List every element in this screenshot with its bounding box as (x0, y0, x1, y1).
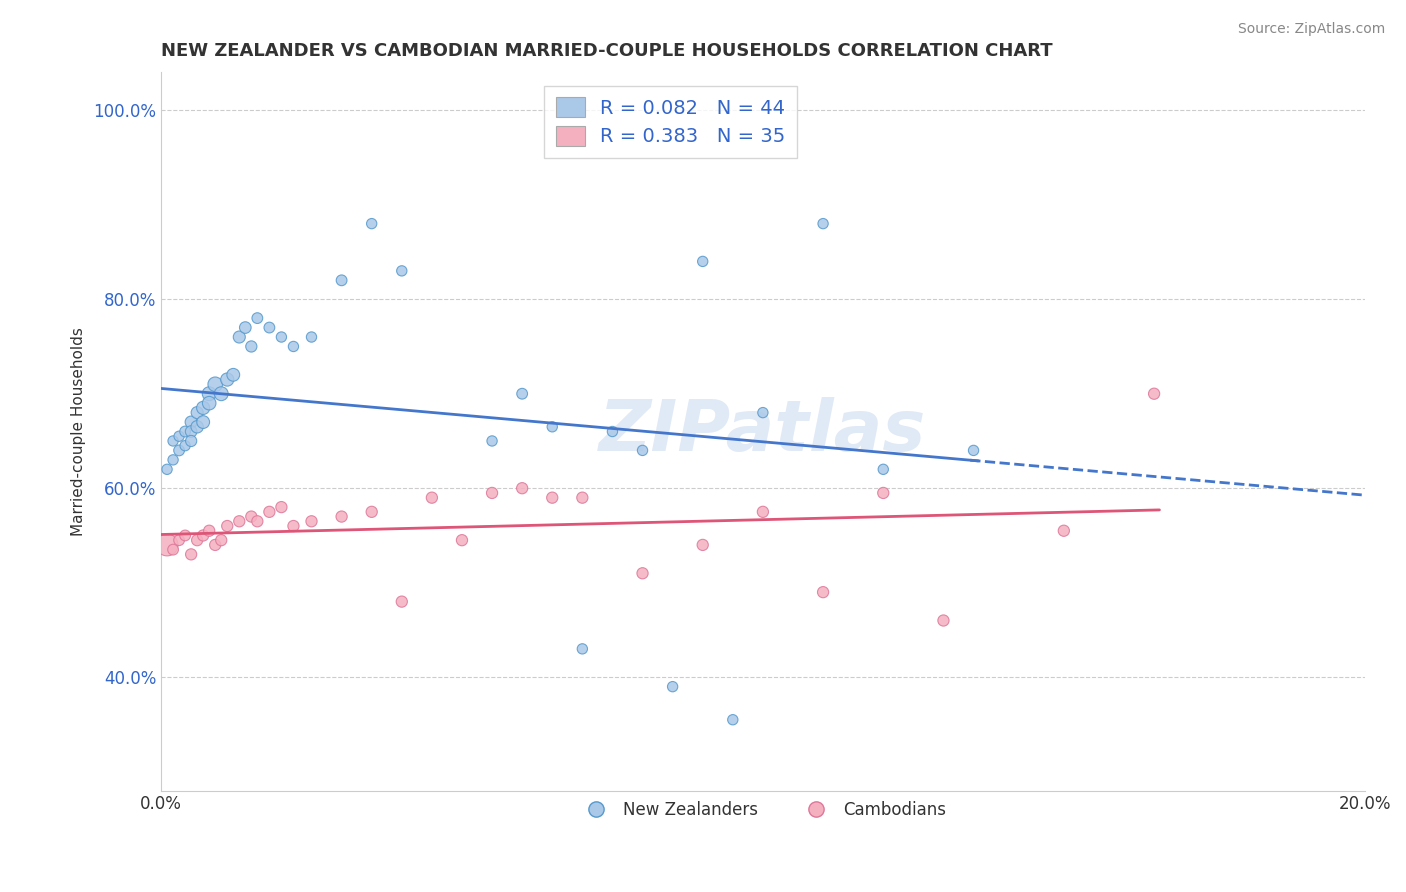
Point (541, 419, 564, 434)
Text: NEW ZEALANDER VS CAMBODIAN MARRIED-COUPLE HOUSEHOLDS CORRELATION CHART: NEW ZEALANDER VS CAMBODIAN MARRIED-COUPL… (162, 42, 1053, 60)
Point (180, 425, 202, 439)
Point (180, 434, 202, 448)
Point (752, 406, 775, 420)
Point (162, 542, 184, 557)
Point (156, 462, 179, 476)
Legend: New Zealanders, Cambodians: New Zealanders, Cambodians (574, 794, 953, 825)
Point (721, 713, 744, 727)
Point (602, 425, 624, 439)
Point (962, 443, 984, 458)
Point (510, 481, 533, 495)
Point (330, 273, 353, 287)
Point (240, 339, 263, 353)
Point (174, 528, 197, 542)
Y-axis label: Married-couple Households: Married-couple Households (72, 327, 86, 536)
Point (360, 217, 382, 231)
Point (180, 415, 202, 429)
Point (240, 509, 263, 524)
Point (1143, 386, 1166, 401)
Point (222, 368, 245, 382)
Text: ZIPatlas: ZIPatlas (599, 397, 927, 466)
Point (198, 386, 221, 401)
Point (283, 339, 305, 353)
Point (209, 533, 232, 548)
Point (872, 486, 894, 500)
Point (156, 538, 179, 552)
Point (301, 330, 323, 344)
Point (270, 500, 292, 515)
Point (330, 509, 353, 524)
Point (270, 330, 292, 344)
Point (811, 585, 834, 599)
Point (1053, 524, 1076, 538)
Point (246, 311, 269, 326)
Point (631, 443, 654, 458)
Point (228, 514, 250, 528)
Point (391, 594, 413, 608)
Point (301, 514, 323, 528)
Point (233, 320, 256, 334)
Point (360, 505, 382, 519)
Point (391, 264, 413, 278)
Point (204, 538, 226, 552)
Point (631, 566, 654, 581)
Point (186, 406, 208, 420)
Point (541, 491, 564, 505)
Point (283, 519, 305, 533)
Point (174, 425, 197, 439)
Point (692, 254, 714, 268)
Text: Source: ZipAtlas.com: Source: ZipAtlas.com (1237, 22, 1385, 37)
Point (571, 491, 593, 505)
Point (481, 486, 503, 500)
Point (186, 533, 208, 548)
Point (209, 386, 232, 401)
Point (259, 320, 281, 334)
Point (932, 614, 955, 628)
Point (180, 547, 202, 561)
Point (752, 505, 775, 519)
Point (217, 372, 239, 386)
Point (246, 514, 269, 528)
Point (259, 505, 281, 519)
Point (198, 396, 221, 410)
Point (162, 434, 184, 448)
Point (420, 491, 443, 505)
Point (162, 453, 184, 467)
Point (228, 330, 250, 344)
Point (167, 443, 190, 458)
Point (692, 538, 714, 552)
Point (481, 434, 503, 448)
Point (451, 533, 474, 548)
Point (193, 415, 215, 429)
Point (571, 641, 593, 656)
Point (167, 533, 190, 548)
Point (872, 462, 894, 476)
Point (204, 377, 226, 392)
Point (811, 217, 834, 231)
Point (193, 528, 215, 542)
Point (186, 419, 208, 434)
Point (510, 386, 533, 401)
Point (193, 401, 215, 415)
Point (167, 429, 190, 443)
Point (174, 439, 197, 453)
Point (198, 524, 221, 538)
Point (217, 519, 239, 533)
Point (661, 680, 683, 694)
